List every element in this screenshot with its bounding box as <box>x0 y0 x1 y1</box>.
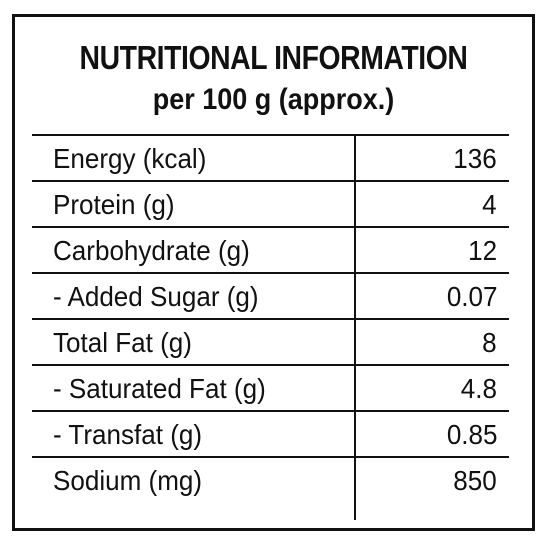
label-subtitle: per 100 g (approx.) <box>152 83 395 116</box>
nutrient-value: 12 <box>468 235 497 266</box>
label-title: NUTRITIONAL INFORMATION <box>79 39 468 76</box>
nutrition-label: NUTRITIONAL INFORMATION per 100 g (appro… <box>12 14 535 531</box>
nutrient-name: - Added Sugar (g) <box>53 281 259 312</box>
nutrient-name: Energy (kcal) <box>53 143 207 174</box>
nutrient-value: 136 <box>453 143 497 174</box>
column-divider <box>354 134 356 520</box>
nutrient-value: 4.8 <box>460 373 497 404</box>
nutrient-name: - Saturated Fat (g) <box>53 373 266 404</box>
table-row-total-fat: Total Fat (g) 8 <box>32 320 509 366</box>
nutrient-name: Sodium (mg) <box>53 465 203 496</box>
table-row-saturated-fat: - Saturated Fat (g) 4.8 <box>32 366 509 412</box>
table-row-carbohydrate: Carbohydrate (g) 12 <box>32 228 509 274</box>
table-row-energy: Energy (kcal) 136 <box>32 136 509 182</box>
nutrition-table: Energy (kcal) 136 Protein (g) 4 Carbohyd… <box>32 134 509 502</box>
nutrient-value: 850 <box>453 465 497 496</box>
table-row-sodium: Sodium (mg) 850 <box>32 458 509 502</box>
label-header: NUTRITIONAL INFORMATION per 100 g (appro… <box>15 17 532 131</box>
table-row-added-sugar: - Added Sugar (g) 0.07 <box>32 274 509 320</box>
table-row-transfat: - Transfat (g) 0.85 <box>32 412 509 458</box>
nutrient-name: Total Fat (g) <box>53 327 192 358</box>
nutrient-name: Protein (g) <box>53 189 175 220</box>
nutrient-value: 8 <box>482 327 497 358</box>
nutrient-name: Carbohydrate (g) <box>53 235 250 266</box>
table-row-protein: Protein (g) 4 <box>32 182 509 228</box>
nutrient-value: 0.85 <box>446 419 497 450</box>
nutrient-name: - Transfat (g) <box>53 419 203 450</box>
nutrient-value: 4 <box>482 189 497 220</box>
nutrient-value: 0.07 <box>446 281 497 312</box>
